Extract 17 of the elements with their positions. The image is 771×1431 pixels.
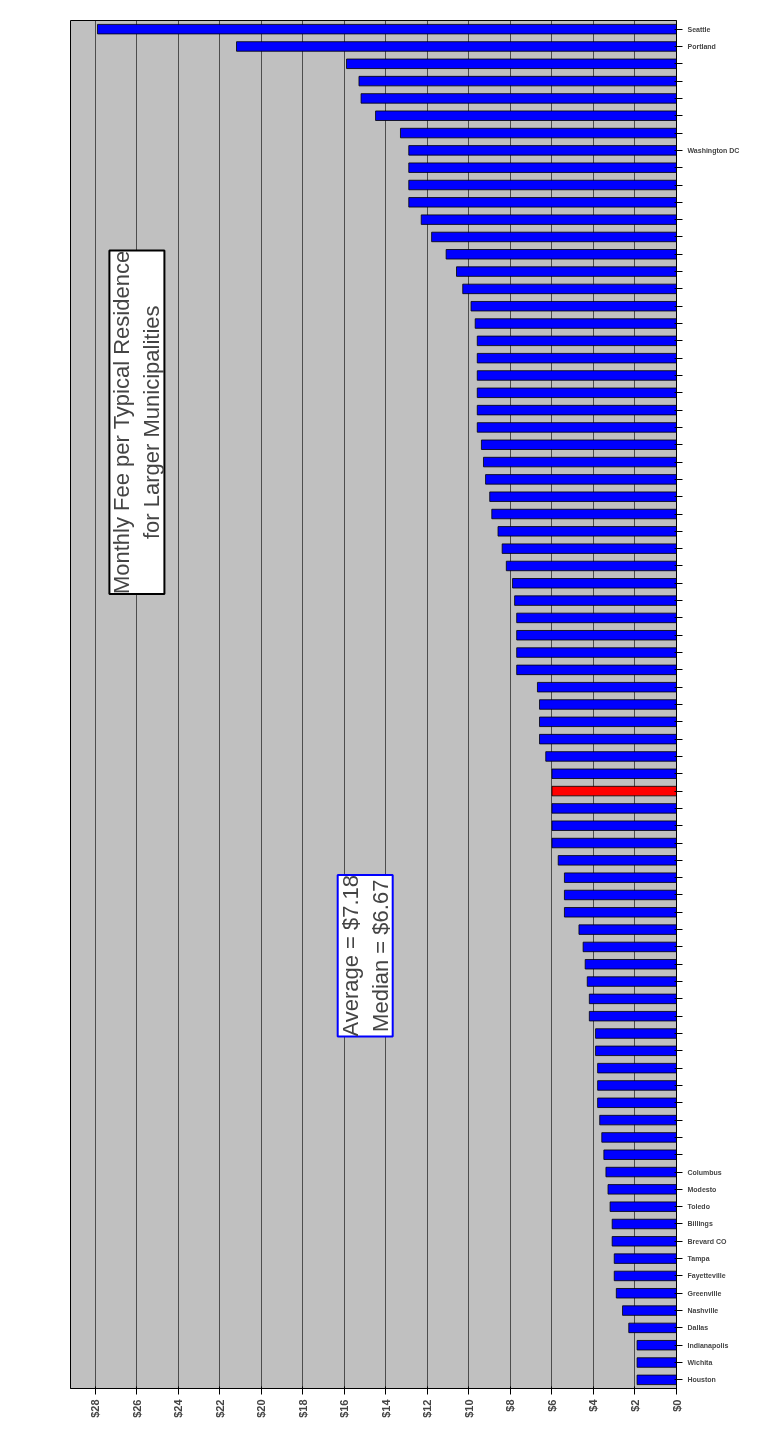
x-tick-label: $24 [172, 1398, 185, 1418]
x-tick-label: $20 [255, 1399, 268, 1418]
x-tick-label: $28 [89, 1399, 102, 1418]
x-tick-label: $6 [545, 1399, 558, 1412]
x-tick-label: $8 [504, 1399, 517, 1412]
x-tick-label: $4 [587, 1398, 600, 1412]
text: Monthly Fee per Typical Residence for Larger Municipalities [109, 250, 165, 595]
x-tick-label: $14 [379, 1398, 392, 1418]
annotation: Average = $7.18 Median = $6.67 [337, 874, 393, 1037]
x-tick-label: $0 [670, 1399, 683, 1412]
x-tick-label: $16 [338, 1399, 351, 1418]
x-tick-label: $26 [130, 1399, 143, 1418]
x-tick-label: $12 [421, 1399, 434, 1418]
x-tick-label: $2 [628, 1399, 641, 1412]
x-tick-label: $22 [213, 1399, 226, 1418]
x-tick-label: $10 [462, 1399, 475, 1418]
x-tick-label: $18 [296, 1399, 309, 1418]
